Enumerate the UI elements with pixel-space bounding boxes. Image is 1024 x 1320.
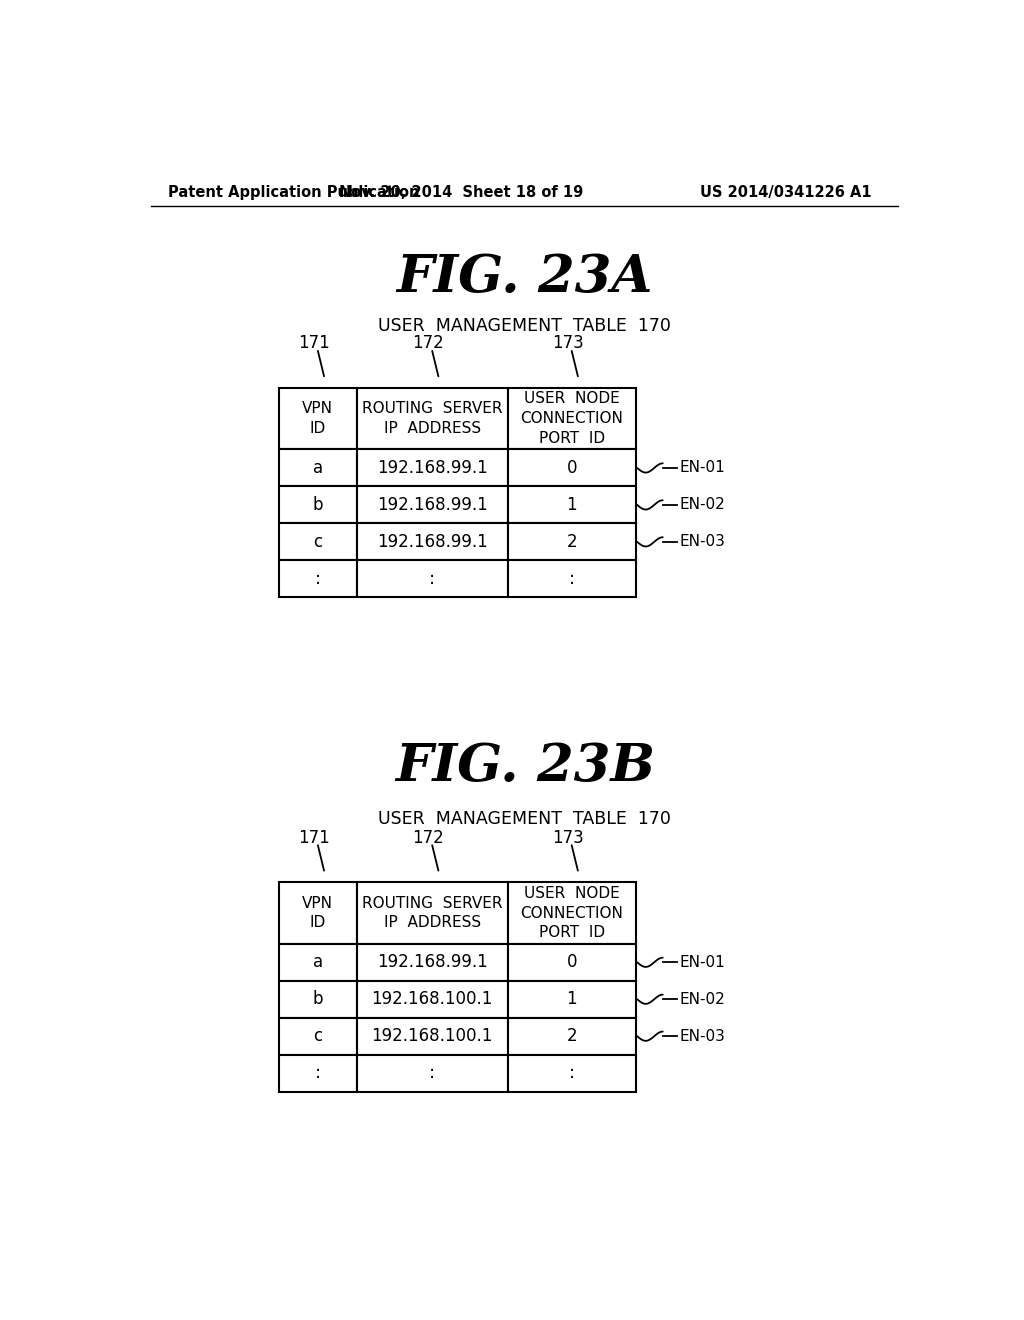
- Text: VPN
ID: VPN ID: [302, 401, 334, 436]
- Text: :: :: [568, 570, 574, 587]
- Bar: [356, 981, 508, 1018]
- Text: USER  NODE
CONNECTION
PORT  ID: USER NODE CONNECTION PORT ID: [520, 391, 624, 446]
- Bar: [280, 524, 356, 561]
- Bar: [280, 449, 356, 487]
- Text: 0: 0: [566, 953, 577, 972]
- Bar: [356, 449, 508, 487]
- Bar: [280, 1055, 356, 1092]
- Text: EN-02: EN-02: [680, 991, 726, 1007]
- Text: 192.168.99.1: 192.168.99.1: [377, 496, 487, 513]
- Bar: [508, 944, 636, 981]
- Text: 171: 171: [298, 334, 330, 352]
- Text: c: c: [313, 533, 323, 550]
- Bar: [356, 388, 508, 450]
- Text: 192.168.100.1: 192.168.100.1: [372, 1027, 493, 1045]
- Text: :: :: [314, 570, 321, 587]
- Bar: [280, 981, 356, 1018]
- Bar: [356, 487, 508, 524]
- Text: b: b: [312, 990, 324, 1008]
- Text: 2: 2: [566, 533, 577, 550]
- Text: USER  NODE
CONNECTION
PORT  ID: USER NODE CONNECTION PORT ID: [520, 886, 624, 940]
- Text: EN-01: EN-01: [680, 461, 726, 475]
- Bar: [356, 524, 508, 561]
- Text: 173: 173: [552, 829, 584, 846]
- Text: :: :: [429, 570, 435, 587]
- Text: 192.168.99.1: 192.168.99.1: [377, 459, 487, 477]
- Text: :: :: [314, 1064, 321, 1082]
- Text: FIG. 23B: FIG. 23B: [394, 742, 655, 792]
- Text: EN-03: EN-03: [680, 535, 726, 549]
- Text: 192.168.100.1: 192.168.100.1: [372, 990, 493, 1008]
- Text: c: c: [313, 1027, 323, 1045]
- Text: FIG. 23A: FIG. 23A: [396, 252, 653, 304]
- Text: :: :: [568, 1064, 574, 1082]
- Text: Patent Application Publication: Patent Application Publication: [168, 185, 420, 199]
- Text: USER  MANAGEMENT  TABLE  170: USER MANAGEMENT TABLE 170: [378, 317, 672, 335]
- Bar: [508, 981, 636, 1018]
- Bar: [356, 882, 508, 944]
- Text: ROUTING  SERVER
IP  ADDRESS: ROUTING SERVER IP ADDRESS: [361, 895, 503, 931]
- Text: a: a: [312, 953, 323, 972]
- Text: 1: 1: [566, 990, 577, 1008]
- Text: 192.168.99.1: 192.168.99.1: [377, 953, 487, 972]
- Text: 172: 172: [413, 829, 444, 846]
- Bar: [508, 1055, 636, 1092]
- Bar: [356, 1018, 508, 1055]
- Bar: [280, 944, 356, 981]
- Text: ROUTING  SERVER
IP  ADDRESS: ROUTING SERVER IP ADDRESS: [361, 401, 503, 436]
- Text: USER  MANAGEMENT  TABLE  170: USER MANAGEMENT TABLE 170: [378, 810, 672, 828]
- Text: 2: 2: [566, 1027, 577, 1045]
- Text: 173: 173: [552, 334, 584, 352]
- Text: US 2014/0341226 A1: US 2014/0341226 A1: [700, 185, 872, 199]
- Text: a: a: [312, 459, 323, 477]
- Text: Nov. 20, 2014  Sheet 18 of 19: Nov. 20, 2014 Sheet 18 of 19: [339, 185, 584, 199]
- Bar: [356, 1055, 508, 1092]
- Text: EN-02: EN-02: [680, 498, 726, 512]
- Text: 1: 1: [566, 496, 577, 513]
- Text: :: :: [429, 1064, 435, 1082]
- Bar: [508, 560, 636, 597]
- Text: 0: 0: [566, 459, 577, 477]
- Text: 171: 171: [298, 829, 330, 846]
- Bar: [280, 882, 356, 944]
- Bar: [280, 388, 356, 450]
- Text: b: b: [312, 496, 324, 513]
- Text: EN-03: EN-03: [680, 1028, 726, 1044]
- Bar: [280, 487, 356, 524]
- Text: 192.168.99.1: 192.168.99.1: [377, 533, 487, 550]
- Bar: [508, 1018, 636, 1055]
- Bar: [280, 1018, 356, 1055]
- Bar: [508, 449, 636, 487]
- Bar: [508, 487, 636, 524]
- Text: 172: 172: [413, 334, 444, 352]
- Bar: [280, 560, 356, 597]
- Bar: [508, 524, 636, 561]
- Bar: [508, 882, 636, 944]
- Text: VPN
ID: VPN ID: [302, 895, 334, 931]
- Bar: [356, 560, 508, 597]
- Text: EN-01: EN-01: [680, 954, 726, 970]
- Bar: [356, 944, 508, 981]
- Bar: [508, 388, 636, 450]
